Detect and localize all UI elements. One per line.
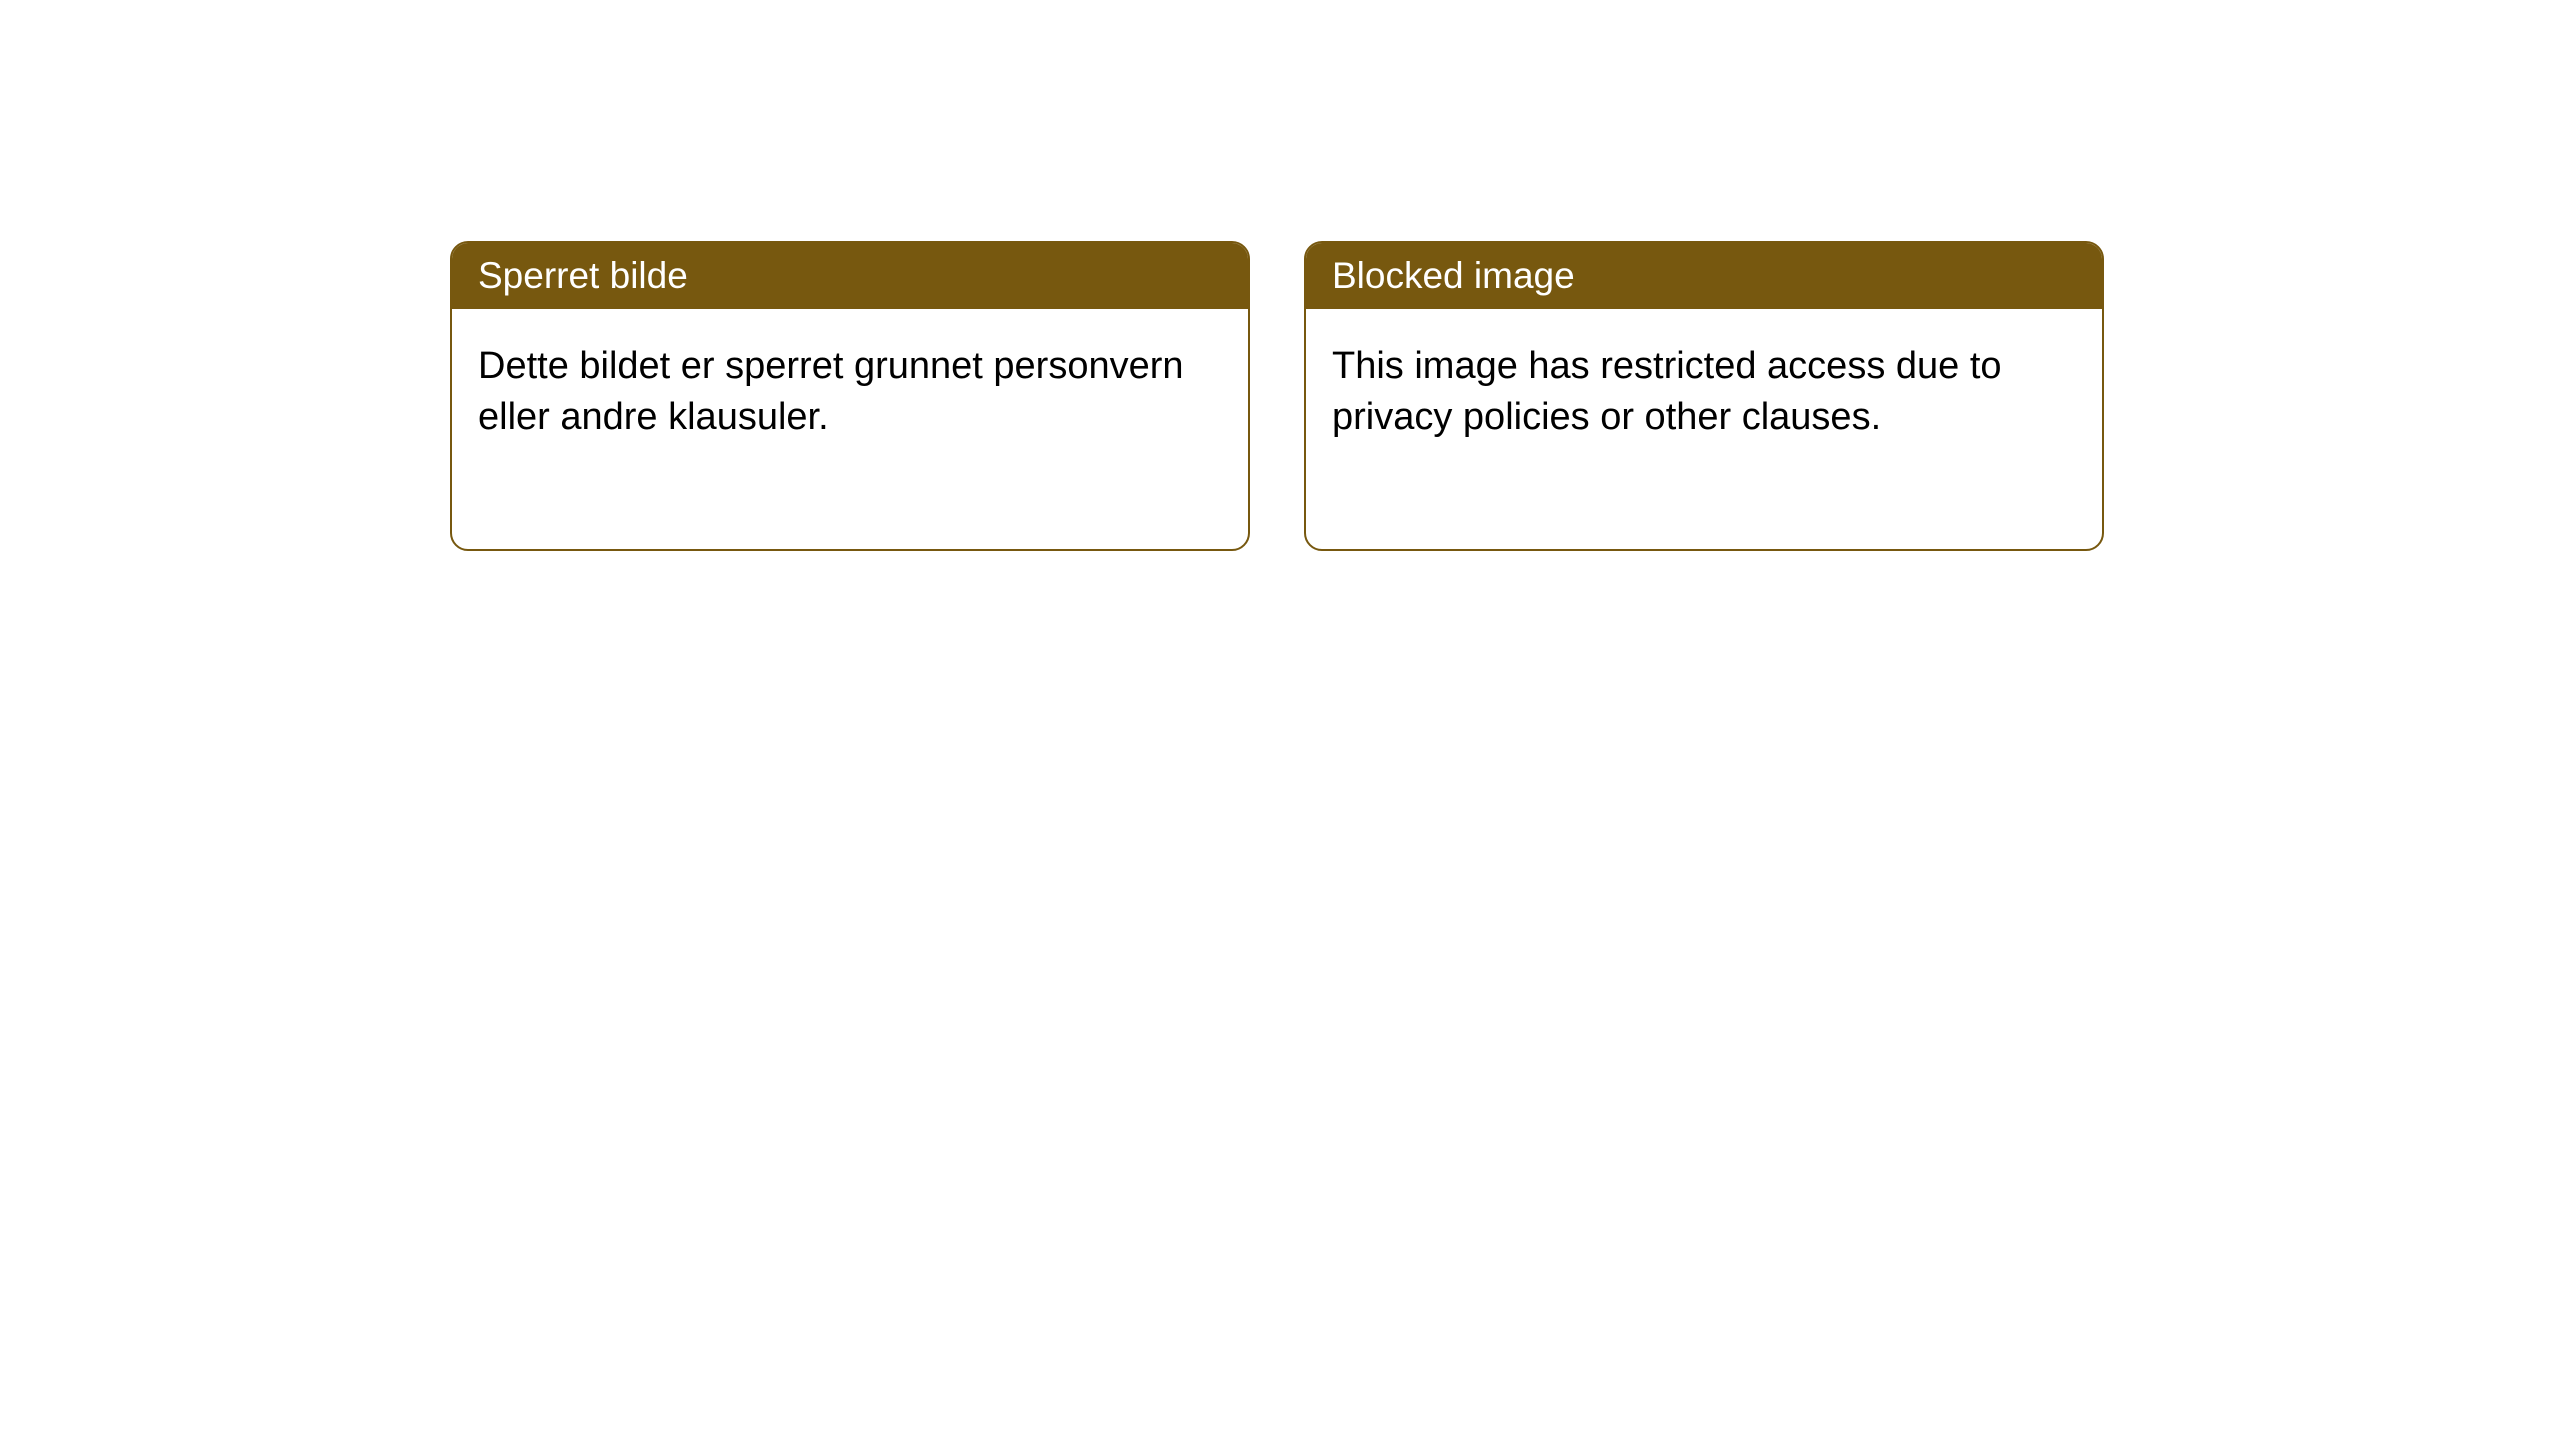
- notice-body: Dette bildet er sperret grunnet personve…: [452, 309, 1248, 549]
- notice-header: Sperret bilde: [452, 243, 1248, 309]
- notice-container: Sperret bilde Dette bildet er sperret gr…: [450, 241, 2104, 551]
- notice-header: Blocked image: [1306, 243, 2102, 309]
- notice-card-english: Blocked image This image has restricted …: [1304, 241, 2104, 551]
- notice-card-norwegian: Sperret bilde Dette bildet er sperret gr…: [450, 241, 1250, 551]
- notice-body: This image has restricted access due to …: [1306, 309, 2102, 549]
